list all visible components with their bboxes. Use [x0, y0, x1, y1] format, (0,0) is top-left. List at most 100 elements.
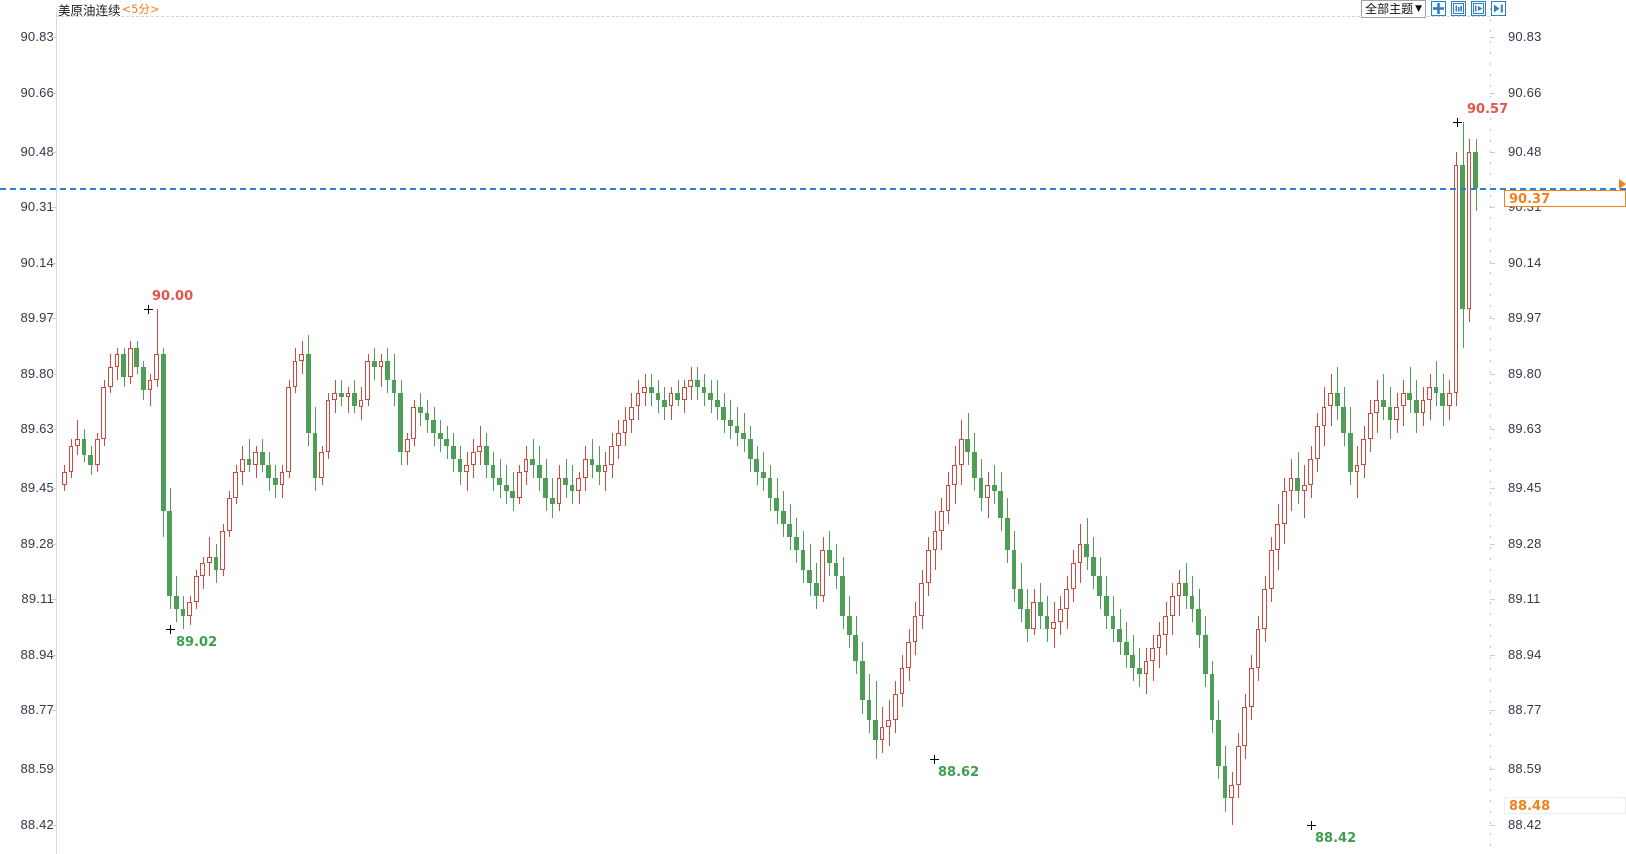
y-axis-tick-left: 89.80 — [20, 365, 54, 381]
candle-body — [1084, 543, 1089, 557]
candle-body — [925, 550, 931, 583]
secondary-price-tag[interactable]: 88.48 — [1504, 797, 1626, 814]
candle-body — [1242, 707, 1248, 747]
candle-body — [576, 478, 582, 492]
candle-body — [490, 465, 496, 479]
candle-body — [75, 439, 80, 446]
candle-wick — [1232, 772, 1233, 825]
y-axis-tick-mark — [51, 207, 56, 209]
y-axis-tick-mark — [1490, 769, 1495, 771]
y-axis-tick-left: 88.59 — [20, 761, 54, 777]
candle-body — [985, 484, 990, 498]
candle-body — [1169, 595, 1175, 616]
candle-body — [1011, 550, 1017, 590]
y-axis-tick-mark — [1490, 488, 1495, 490]
chart-scale-icon[interactable] — [1451, 1, 1466, 16]
candle-body — [549, 497, 555, 505]
y-axis-tick-mark — [51, 769, 56, 771]
candle-body — [391, 380, 397, 394]
candle-body — [141, 367, 146, 391]
candle-body — [1183, 582, 1188, 596]
candle-body — [536, 465, 542, 479]
candle-body — [1295, 478, 1300, 492]
candle-body — [266, 465, 272, 479]
last-price-tag[interactable]: 90.37 — [1504, 189, 1626, 207]
y-axis-tick-mark — [1490, 318, 1495, 320]
candle-body — [701, 386, 707, 394]
candle-body — [431, 419, 436, 433]
jump-to-latest-icon[interactable] — [1491, 1, 1506, 16]
last-price-arrow-icon — [1619, 178, 1626, 189]
candle-body — [1235, 746, 1241, 786]
candle-wick — [381, 354, 382, 387]
candle-body — [668, 393, 674, 407]
candle-body — [1394, 406, 1399, 420]
y-axis-tick-mark — [1490, 824, 1495, 826]
theme-selector-label: 全部主题 — [1365, 2, 1414, 16]
candle-body — [978, 478, 984, 498]
y-axis-tick-mark — [1490, 654, 1495, 656]
candle-body — [1453, 164, 1459, 394]
candle-body — [437, 432, 443, 440]
y-axis-tick-left: 90.14 — [20, 254, 54, 270]
candle-body — [655, 393, 661, 400]
candle-wick — [150, 373, 151, 407]
candle-body — [906, 641, 911, 668]
candle-body — [807, 569, 812, 583]
y-axis-tick-right: 89.80 — [1508, 365, 1542, 381]
candle-body — [991, 484, 997, 492]
candle-body — [292, 360, 298, 387]
candle-body — [734, 426, 740, 433]
chart-shift-icon[interactable] — [1471, 1, 1486, 16]
candle-body — [312, 432, 318, 479]
y-axis-tick-mark — [1490, 262, 1495, 264]
y-axis-tick-left: 90.48 — [20, 143, 54, 159]
candle-body — [1209, 674, 1215, 721]
y-axis-tick-mark — [51, 151, 56, 153]
candlestick-plot-area[interactable] — [56, 8, 1491, 854]
y-axis-tick-mark — [51, 92, 56, 94]
candle-body — [220, 530, 225, 570]
swing-marker-cross-icon — [1307, 820, 1316, 830]
candle-body — [1222, 765, 1228, 799]
candle-body — [193, 576, 199, 603]
candle-body — [1024, 609, 1030, 629]
candle-wick — [566, 458, 567, 498]
swing-marker-cross-icon — [144, 304, 153, 314]
candle-body — [1288, 478, 1294, 492]
candle-body — [826, 550, 832, 564]
candle-body — [319, 452, 324, 479]
candle-body — [1249, 667, 1254, 707]
candle-body — [1367, 413, 1373, 440]
candle-wick — [1298, 452, 1299, 505]
candle-body — [325, 399, 331, 453]
candle-body — [840, 576, 845, 616]
candle-body — [1387, 406, 1393, 420]
candle-body — [101, 386, 107, 440]
candle-body — [503, 484, 509, 492]
candle-body — [695, 380, 700, 387]
candle-body — [648, 386, 654, 394]
y-axis-tick-mark — [1490, 543, 1495, 545]
candle-body — [88, 455, 94, 466]
y-axis-tick-right: 89.28 — [1508, 535, 1542, 551]
candle-body — [418, 406, 423, 414]
candle-wick — [1087, 517, 1088, 570]
candle-wick — [348, 386, 349, 414]
candle-body — [253, 452, 258, 466]
candle-wick — [249, 439, 250, 472]
candle-body — [1361, 439, 1366, 466]
candle-body — [846, 615, 852, 636]
candle-body — [754, 458, 760, 472]
candle-body — [1334, 393, 1340, 407]
candle-body — [510, 491, 516, 498]
crosshair-tool-icon[interactable] — [1431, 1, 1446, 16]
candle-wick — [599, 445, 600, 485]
y-axis-tick-mark — [1490, 710, 1495, 712]
candle-body — [213, 556, 219, 570]
candle-body — [1275, 524, 1281, 551]
y-axis-tick-right: 89.11 — [1508, 591, 1541, 607]
y-axis-tick-right: 90.66 — [1508, 84, 1542, 100]
candle-body — [279, 471, 285, 485]
theme-selector-dropdown[interactable]: 全部主题 ▼ — [1361, 0, 1426, 18]
